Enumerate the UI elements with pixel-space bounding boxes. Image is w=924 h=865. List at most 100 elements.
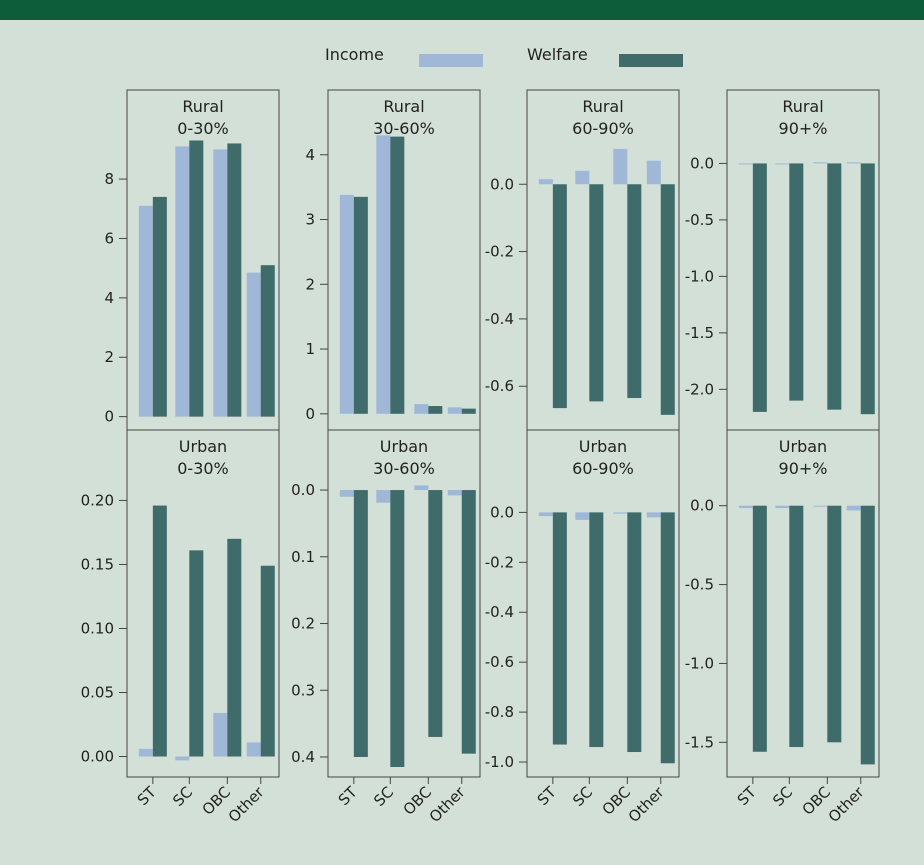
panel-urban-3-title-line-2: 60-90% <box>572 459 634 478</box>
panel-rural-3-ytick-label-2: -0.4 <box>485 310 514 328</box>
panel-urban-1-bar-income-obc <box>213 712 228 757</box>
panel-rural-2-bar-income-sc <box>376 135 391 414</box>
panel-urban-3-bar-welfare-other <box>660 512 675 764</box>
legend-swatch-welfare <box>619 54 683 67</box>
panel-urban-2-frame <box>327 429 481 778</box>
panel-rural-2-ytick-label-1: 1 <box>305 340 315 358</box>
panel-urban-4-bar-income-other <box>846 505 861 511</box>
panel-urban-3-xtick-label-sc: SC <box>569 783 596 810</box>
panel-urban-4-title-line-2: 90+% <box>779 459 828 478</box>
panel-rural-2-ytick-label-2: 2 <box>305 275 315 293</box>
panel-urban-2-ytick-label-3: 0.3 <box>291 681 315 699</box>
panel-urban-4-bar-income-obc <box>813 505 828 507</box>
panel-rural-4-bar-welfare-other <box>860 163 875 415</box>
panel-urban-2-title-line-1: Urban <box>380 437 428 456</box>
panel-urban-1-bar-welfare-obc <box>227 538 242 757</box>
legend-label-income: Income <box>325 45 384 64</box>
panel-urban-2-bar-welfare-sc <box>390 490 405 767</box>
panel-rural-4-ytick-label-2: -1.0 <box>685 267 714 285</box>
panel-rural-2-ytick-label-0: 0 <box>305 405 315 423</box>
panel-urban-3-ytick-label-5: -1.0 <box>485 753 514 771</box>
panel-urban-1-xtick-label-other: Other <box>225 783 268 826</box>
panel-urban-1-bar-income-other <box>246 742 261 757</box>
panel-rural-2-bar-income-other <box>447 407 462 414</box>
panel-urban-1-title-line-1: Urban <box>179 437 227 456</box>
panel-urban-4-frame <box>726 429 880 778</box>
panel-rural-1-bar-income-sc <box>175 146 190 417</box>
panel-rural-3-bar-income-st <box>538 179 553 185</box>
panel-rural-2-bar-welfare-obc <box>428 406 443 414</box>
panel-urban-4-ytick-label-3: -1.5 <box>685 733 714 751</box>
panel-urban-3-ytick-label-4: -0.8 <box>485 703 514 721</box>
panel-rural-3-bar-welfare-obc <box>627 184 642 399</box>
panel-urban-4-ytick-label-2: -1.0 <box>685 654 714 672</box>
panel-rural-1-ytick-label-1: 2 <box>104 348 114 366</box>
panel-urban-1-bar-income-sc <box>175 756 190 761</box>
panel-rural-1-ytick-label-3: 6 <box>104 229 114 247</box>
panel-rural-1-bar-welfare-st <box>152 196 167 417</box>
panel-urban-3-bar-income-st <box>538 512 553 517</box>
panel-urban-3-bar-welfare-sc <box>589 512 604 748</box>
panel-rural-4-bar-income-obc <box>813 162 828 164</box>
panel-rural-2-title-line-1: Rural <box>383 97 424 116</box>
panel-urban-4-xtick-label-other: Other <box>825 783 868 826</box>
panel-rural-2-title-line-2: 30-60% <box>373 119 435 138</box>
legend-swatch-income <box>419 54 483 67</box>
panel-urban-4-bar-income-sc <box>775 505 790 509</box>
panel-urban-2-xtick-label-st: ST <box>335 783 362 810</box>
panel-rural-1-bar-welfare-sc <box>189 140 204 417</box>
panel-urban-3-bar-income-other <box>646 512 661 518</box>
panel-urban-3-frame <box>526 429 680 778</box>
panel-urban-1-bar-welfare-sc <box>189 550 204 757</box>
panel-urban-3-ytick-label-1: -0.2 <box>485 553 514 571</box>
panel-urban-1-ytick-label-0: 0.00 <box>81 748 114 766</box>
panel-rural-4-ytick-label-4: -2.0 <box>685 380 714 398</box>
panel-urban-4-bar-welfare-obc <box>827 505 842 743</box>
legend-label-welfare: Welfare <box>527 45 588 64</box>
panel-rural-4-ytick-label-3: -1.5 <box>685 324 714 342</box>
panel-urban-1-xtick-label-st: ST <box>134 783 161 810</box>
panel-rural-3-title-line-1: Rural <box>582 97 623 116</box>
panel-rural-4-bar-income-other <box>846 162 861 164</box>
panel-rural-4-bar-welfare-sc <box>789 163 804 401</box>
panel-rural-3-bar-welfare-sc <box>589 184 604 402</box>
panel-urban-3-bar-income-obc <box>613 512 628 514</box>
panel-urban-1-ytick-label-2: 0.10 <box>81 619 114 637</box>
panel-urban-2-xtick-label-other: Other <box>426 783 469 826</box>
panel-urban-1-bar-income-st <box>138 748 153 757</box>
panel-urban-2-ytick-label-0: 0.0 <box>291 481 315 499</box>
panel-rural-4-bar-income-sc <box>775 163 790 165</box>
panel-rural-1-ytick-label-4: 8 <box>104 170 114 188</box>
panel-rural-2-bar-income-obc <box>414 404 429 414</box>
panel-rural-1-bar-income-other <box>246 272 261 417</box>
panel-urban-4-bar-welfare-other <box>860 505 875 765</box>
panel-rural-1-bar-welfare-other <box>260 265 275 417</box>
panel-urban-2-ytick-label-4: 0.4 <box>291 748 315 766</box>
panel-urban-4-title-line-1: Urban <box>779 437 827 456</box>
panel-urban-3-bar-income-sc <box>575 512 590 520</box>
panel-rural-2-bar-welfare-other <box>461 408 476 414</box>
panel-urban-1-bar-welfare-other <box>260 565 275 757</box>
panel-urban-3-bar-welfare-st <box>552 512 567 745</box>
panel-rural-4-title-line-2: 90+% <box>779 119 828 138</box>
panel-rural-2-bar-welfare-sc <box>390 136 405 414</box>
panel-rural-1-bar-welfare-obc <box>227 143 242 417</box>
panel-rural-4-bar-income-st <box>738 163 753 165</box>
panel-urban-4-bar-income-st <box>738 505 753 509</box>
panel-urban-3-title-line-1: Urban <box>579 437 627 456</box>
panel-urban-4-ytick-label-0: 0.0 <box>690 497 714 515</box>
panel-urban-2-ytick-label-1: 0.1 <box>291 548 315 566</box>
panel-rural-3-ytick-label-3: -0.6 <box>485 377 514 395</box>
panel-rural-4-ytick-label-1: -0.5 <box>685 211 714 229</box>
panel-urban-3-xtick-label-st: ST <box>534 783 561 810</box>
panel-urban-2-bar-welfare-other <box>461 490 476 754</box>
panel-rural-1-bar-income-obc <box>213 149 228 417</box>
panel-rural-1-bar-income-st <box>138 205 153 417</box>
panel-urban-4-bar-welfare-st <box>752 505 767 752</box>
panel-urban-1-bar-welfare-st <box>152 505 167 757</box>
panel-urban-4-bar-welfare-sc <box>789 505 804 748</box>
panel-rural-2-ytick-label-4: 4 <box>305 146 315 164</box>
panel-urban-3-ytick-label-0: 0.0 <box>490 503 514 521</box>
panel-rural-3-bar-income-other <box>646 160 661 185</box>
panel-urban-2-bar-income-obc <box>414 485 429 491</box>
